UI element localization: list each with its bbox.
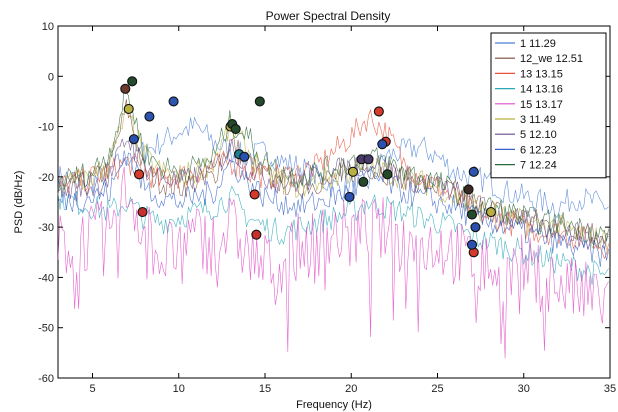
peak-marker <box>123 103 134 115</box>
peak-marker <box>251 229 262 240</box>
series-line <box>57 103 609 255</box>
y-tick-label: -60 <box>38 373 54 385</box>
peak-marker <box>127 76 138 87</box>
x-tick-label: 15 <box>259 383 271 395</box>
legend-entry-label: 5 12.10 <box>520 129 557 141</box>
y-tick-label: 0 <box>48 71 54 83</box>
axis-layer: 5 10 15 20 25 30 35 -60 -50 -40 -30 -20 -10 0 10 <box>38 21 616 395</box>
peak-marker <box>373 106 384 117</box>
x-tick-label: 30 <box>518 383 530 395</box>
legend-entry-label: 13 13.15 <box>520 68 563 80</box>
series-line <box>57 138 609 250</box>
peak-marker <box>358 176 369 187</box>
peak-marker <box>463 184 474 195</box>
peak-marker <box>485 207 497 218</box>
peak-marker <box>137 207 148 218</box>
legend-entry-label: 1 11.29 <box>520 38 556 50</box>
peak-marker <box>382 169 393 180</box>
legend-entry-label: 6 12.23 <box>520 144 557 156</box>
legend-entry-label: 14 13.16 <box>520 84 563 96</box>
y-tick-label: -50 <box>38 323 54 335</box>
chart-title: Power Spectral Density <box>266 9 391 23</box>
x-tick-label: 25 <box>431 383 443 395</box>
series-line <box>57 116 609 219</box>
y-tick-label: -20 <box>38 172 54 184</box>
y-tick-label: -30 <box>38 222 54 234</box>
peak-marker <box>470 222 481 233</box>
peak-marker <box>363 154 374 165</box>
peak-marker <box>239 151 250 162</box>
x-tick-label: 5 <box>89 383 95 395</box>
peak-marker <box>377 139 388 150</box>
x-tick-label: 10 <box>173 383 185 395</box>
series-layer <box>57 87 609 359</box>
peak-marker <box>466 239 478 250</box>
peak-marker <box>344 191 355 203</box>
peak-marker <box>466 209 478 220</box>
legend-entry-label: 12_we 12.51 <box>520 53 583 65</box>
y-tick-label: -40 <box>38 272 54 284</box>
x-tick-label: 35 <box>604 383 616 395</box>
legend-entry-label: 15 13.17 <box>520 99 563 111</box>
peak-marker <box>168 96 179 107</box>
y-tick-label: 10 <box>42 21 54 33</box>
marker-layer <box>120 76 497 258</box>
peak-marker <box>468 166 479 177</box>
series-line <box>57 166 609 359</box>
x-axis-title: Frequency (Hz) <box>296 399 372 411</box>
peak-marker <box>134 169 145 180</box>
peak-marker <box>120 83 131 94</box>
legend: 1 11.29 12_we 12.51 13 13.15 14 13.16 15 13.… <box>490 32 607 179</box>
series-line <box>57 87 609 246</box>
y-axis-title: PSD (dB/Hz) <box>13 171 25 234</box>
peak-marker <box>144 111 155 122</box>
peak-marker <box>230 124 241 135</box>
peak-marker <box>254 96 265 107</box>
peak-marker <box>249 189 260 200</box>
y-tick-label: -10 <box>38 122 54 134</box>
peak-marker <box>347 166 359 177</box>
peak-marker <box>128 134 139 145</box>
legend-box <box>490 32 607 179</box>
x-tick-label: 20 <box>345 383 357 395</box>
series-line <box>57 152 609 267</box>
legend-entry-label: 7 12.24 <box>520 160 557 172</box>
legend-entry-label: 3 11.49 <box>520 114 556 126</box>
